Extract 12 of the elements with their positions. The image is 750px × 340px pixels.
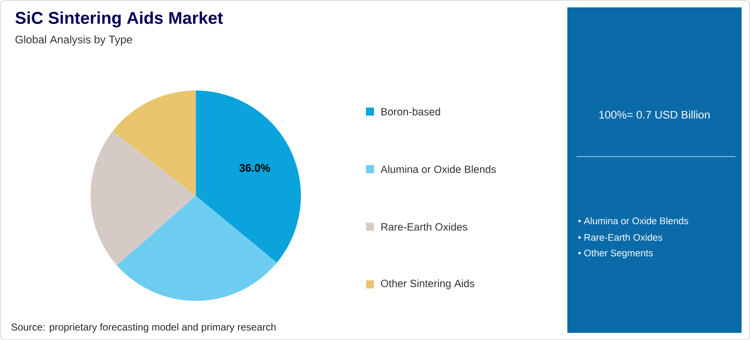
legend-label: Rare-Earth Oxides	[381, 222, 468, 230]
legend-label: Boron-based	[381, 108, 440, 116]
legend-label: Alumina or Oxide Blends	[380, 165, 496, 173]
text: • Other Segments	[578, 249, 653, 258]
text: • Alumina or Oxide Blends	[578, 217, 688, 224]
chart-title: SiC Sintering Aids Market	[15, 11, 223, 28]
text: • Rare-Earth Oxides	[578, 234, 662, 241]
chart-subtitle: Global Analysis by Type	[16, 35, 132, 46]
legend-label: Other Sintering Aids	[381, 279, 474, 290]
source-note: Source: proprietary forecasting model and primary research	[11, 323, 276, 332]
data-label: 36.0%	[239, 164, 270, 172]
text: 100%= 0.7 USD Billion	[599, 110, 710, 118]
